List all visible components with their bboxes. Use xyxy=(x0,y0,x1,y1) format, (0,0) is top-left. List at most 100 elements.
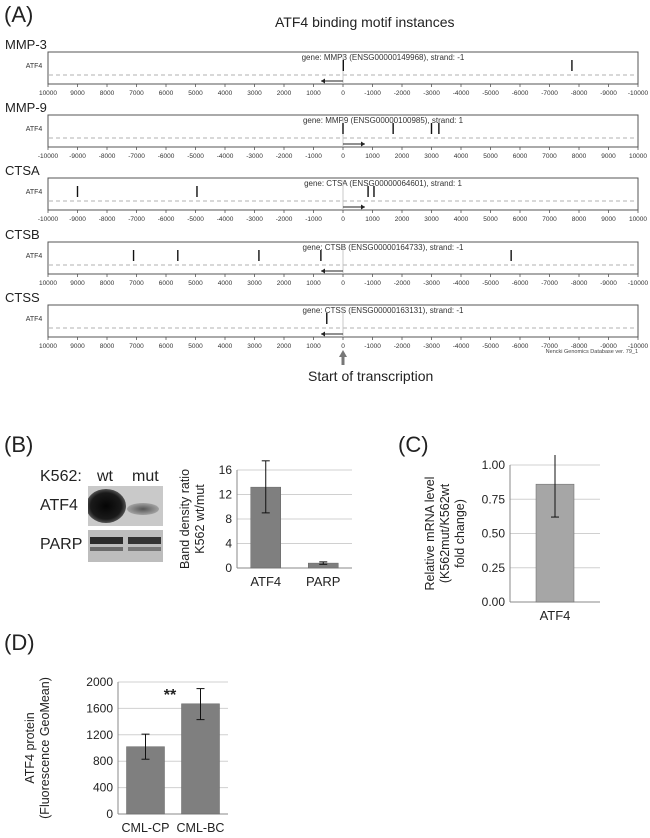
axis-tick-label: -5000 xyxy=(482,90,499,97)
panel-b-chart: 0 4 8 12 16 ATF4 PARP Band density ratio K562 wt… xyxy=(178,460,352,589)
x-tick-label: CML-BC xyxy=(177,821,225,835)
axis-tick-label: 1000 xyxy=(365,216,380,223)
axis-tick-label: 1000 xyxy=(365,153,380,160)
axis-tick-label: -5000 xyxy=(187,153,204,160)
axis-tick-label: 6000 xyxy=(513,216,528,223)
axis-tick-label: 2000 xyxy=(277,90,292,97)
y-axis-label: fold change) xyxy=(453,499,467,568)
y-axis-label: (K562mut/K562wt xyxy=(438,483,452,583)
y-tick-label: 1200 xyxy=(86,728,113,742)
axis-tick-label: -8000 xyxy=(571,343,588,350)
axis-tick-label: -1000 xyxy=(364,280,381,287)
axis-tick-label: 4000 xyxy=(218,343,233,350)
axis-tick-label: -10000 xyxy=(38,216,59,223)
y-tick-label: 0 xyxy=(225,561,232,575)
axis-tick-label: -8000 xyxy=(571,280,588,287)
axis-tick-label: 1000 xyxy=(306,280,321,287)
gene-name-mmp-3: MMP-3 xyxy=(5,37,47,52)
database-footnote: Nencki Genomics Database ver. 79_1 xyxy=(546,349,638,355)
y-tick-label: 1600 xyxy=(86,701,113,715)
axis-tick-label: -1000 xyxy=(364,90,381,97)
gene-header-mmp-3: gene: MMP3 (ENSG00000149968), strand: -1 xyxy=(302,53,465,62)
axis-tick-label: 7000 xyxy=(129,343,144,350)
axis-tick-label: -7000 xyxy=(541,280,558,287)
axis-tick-label: 2000 xyxy=(277,280,292,287)
axis-tick-label: -9000 xyxy=(69,153,86,160)
lane-label-wt: wt xyxy=(97,468,113,485)
axis-tick-label: 7000 xyxy=(129,280,144,287)
axis-tick-label: 2000 xyxy=(395,216,410,223)
track-mmp-3: MMP-3 gene: MMP3 (ENSG00000149968), stran… xyxy=(5,37,648,97)
y-tick-label: 16 xyxy=(219,463,233,477)
blot-protein-parp: PARP xyxy=(40,536,83,553)
axis-tick-label: 9000 xyxy=(70,90,85,97)
bar-cml-bc xyxy=(181,703,220,815)
axis-tick-label: -4000 xyxy=(453,280,470,287)
axis-tick-label: 10000 xyxy=(629,153,647,160)
axis-tick-label: -9000 xyxy=(600,343,617,350)
axis-tick-label: -6000 xyxy=(158,153,175,160)
tss-label: Start of transcription xyxy=(308,368,434,384)
strand-arrowhead xyxy=(361,204,365,210)
axis-tick-label: 0 xyxy=(341,216,345,223)
western-blot-image xyxy=(88,486,163,562)
y-tick-label: 8 xyxy=(225,512,232,526)
track-mmp-9: MMP-9 gene: MMP9 (ENSG00000100985), stran… xyxy=(5,100,647,160)
y-tick-label: 0.25 xyxy=(482,561,506,575)
y-axis-label: Band density ratio xyxy=(178,469,192,569)
axis-tick-label: 5000 xyxy=(188,90,203,97)
y-axis-label: (Fluorescence GeoMean) xyxy=(38,677,52,819)
axis-tick-label: -3000 xyxy=(246,153,263,160)
panel-c-chart: 0.00 0.25 0.50 0.75 1.00 ATF4 Relative mRNA le… xyxy=(423,455,600,623)
axis-tick-label: 9000 xyxy=(70,280,85,287)
axis-tick-label: 5000 xyxy=(188,280,203,287)
panel-c-label: (C) xyxy=(398,432,429,457)
x-tick-label: CML-CP xyxy=(122,821,170,835)
axis-tick-label: 9000 xyxy=(70,343,85,350)
axis-tick-label: -8000 xyxy=(99,153,116,160)
axis-tick-label: 5000 xyxy=(483,216,498,223)
axis-tick-label: 7000 xyxy=(542,216,557,223)
axis-tick-label: 4000 xyxy=(454,216,469,223)
axis-tick-label: 0 xyxy=(341,343,345,350)
cell-line-label: K562: xyxy=(40,468,82,485)
strand-arrowhead xyxy=(321,331,325,337)
axis-tick-label: 2000 xyxy=(277,343,292,350)
axis-tick-label: 7000 xyxy=(129,90,144,97)
y-tick-label: 0.00 xyxy=(482,595,506,609)
strand-arrowhead xyxy=(361,141,365,147)
axis-tick-label: -2000 xyxy=(276,216,293,223)
axis-tick-label: 6000 xyxy=(159,280,174,287)
track-ctsb: CTSB gene: CTSB (ENSG00000164733), strand… xyxy=(5,227,648,287)
axis-tick-label: 5000 xyxy=(483,153,498,160)
axis-tick-label: 3000 xyxy=(247,280,262,287)
significance-marker: ** xyxy=(164,687,177,704)
panel-a-title: ATF4 binding motif instances xyxy=(275,14,455,30)
y-tick-label: 800 xyxy=(93,754,113,768)
axis-tick-label: -10000 xyxy=(628,90,649,97)
axis-tick-label: -8000 xyxy=(99,216,116,223)
axis-tick-label: 10000 xyxy=(629,216,647,223)
tracks-svg: MMP-3 gene: MMP3 (ENSG00000149968), stran… xyxy=(5,37,649,365)
axis-tick-label: -9000 xyxy=(600,90,617,97)
gene-header-ctss: gene: CTSS (ENSG00000163131), strand: -1 xyxy=(303,306,465,315)
axis-tick-label: 0 xyxy=(341,280,345,287)
axis-tick-label: -10000 xyxy=(628,343,649,350)
axis-tick-label: -3000 xyxy=(423,90,440,97)
row-label: ATF4 xyxy=(26,253,43,260)
axis-tick-label: -8000 xyxy=(571,90,588,97)
axis-tick-label: 10000 xyxy=(39,90,57,97)
panel-d-label: (D) xyxy=(4,630,35,655)
axis-tick-label: -10000 xyxy=(38,153,59,160)
axis-tick-label: -1000 xyxy=(305,153,322,160)
axis-tick-label: 0 xyxy=(341,153,345,160)
axis-tick-label: -10000 xyxy=(628,280,649,287)
axis-tick-label: -4000 xyxy=(453,90,470,97)
axis-tick-label: 6000 xyxy=(159,90,174,97)
gene-name-ctsb: CTSB xyxy=(5,227,40,242)
axis-tick-label: 3000 xyxy=(424,216,439,223)
y-axis-label: Relative mRNA level xyxy=(423,477,437,591)
axis-tick-label: -7000 xyxy=(128,216,145,223)
tss-arrowhead xyxy=(339,350,347,357)
axis-tick-label: 9000 xyxy=(601,153,616,160)
